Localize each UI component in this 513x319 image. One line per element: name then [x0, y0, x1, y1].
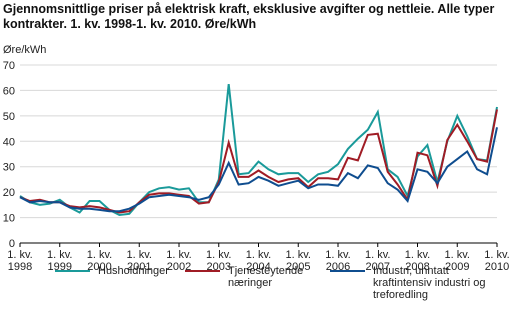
- y-tick-label: 70: [3, 60, 15, 72]
- y-tick-label: 50: [3, 111, 15, 123]
- x-tick-label: 1. kv. 2007: [365, 249, 391, 273]
- y-tick-label: 20: [3, 187, 15, 199]
- x-tick-label: 1. kv. 2001: [126, 249, 152, 273]
- x-tick-label: 1. kv. 2009: [444, 249, 470, 273]
- y-axis-label: Øre/kWh: [3, 44, 46, 56]
- y-tick-label: 60: [3, 85, 15, 97]
- x-tick-label: 1. kv. 2002: [166, 249, 192, 273]
- series-line: [19, 83, 498, 217]
- y-tick-label: 0: [9, 238, 15, 250]
- chart-title: Gjennomsnittlige priser på elektrisk kra…: [3, 2, 495, 31]
- series-line: [19, 127, 498, 213]
- x-tick-label: 1. kv. 2004: [245, 249, 272, 273]
- y-tick-label: 10: [3, 213, 15, 225]
- legend-label: Husholdninger: [98, 265, 169, 277]
- x-tick-label: 1. kv. 2010: [484, 249, 510, 273]
- x-tick-label: 1. kv. 2005: [285, 249, 311, 273]
- series-line: [19, 109, 498, 214]
- x-tick-label: 1. kv. 2008: [404, 249, 431, 273]
- legend-label: Tjenesteytende næringer: [228, 265, 304, 289]
- x-tick-label: 1. kv. 2006: [325, 249, 351, 273]
- x-tick-label: 1. kv. 2003: [206, 249, 232, 273]
- x-tick-label: 1. kv. 1999: [47, 249, 73, 273]
- legend-label: Industri, unntatt kraftintensiv industri…: [373, 265, 486, 301]
- y-tick-label: 30: [3, 162, 15, 174]
- x-tick-label: 1. kv. 1998: [7, 249, 33, 273]
- x-tick-label: 1. kv. 2000: [86, 249, 113, 273]
- y-tick-label: 40: [3, 136, 15, 148]
